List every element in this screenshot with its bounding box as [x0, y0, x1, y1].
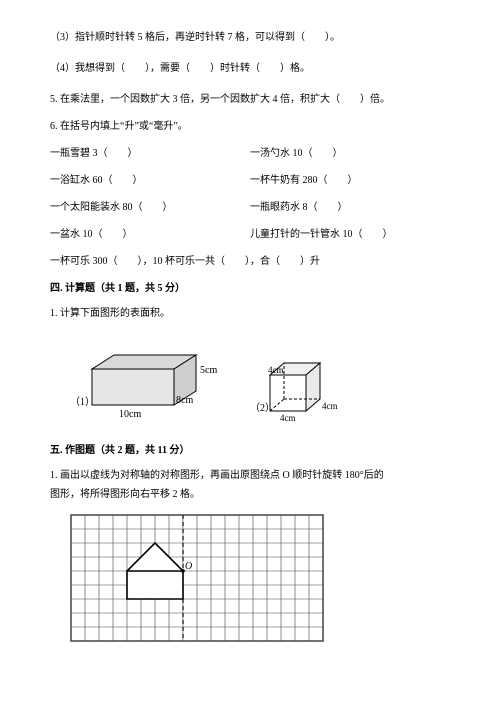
svg-text:4cm: 4cm	[322, 401, 338, 411]
cube-figure: 4cm 4cm 4cm （2）	[250, 345, 350, 425]
fill-pair-row: 一盆水 10（ ）儿童打针的一针管水 10（ ）	[50, 227, 450, 242]
section-4-title: 四. 计算题（共 1 题，共 5 分）	[50, 281, 450, 296]
svg-text:（2）: （2）	[250, 402, 275, 414]
question-3: （3）指针顺时针转 5 格后，再逆时针转 7 格，可以得到（ ）。	[50, 30, 450, 45]
worksheet-page: { "q3": "（3）指针顺时针转 5 格后，再逆时针转 7 格，可以得到（ …	[0, 0, 500, 672]
section-5-q1b: 图形，将所得图形向右平移 2 格。	[50, 487, 450, 502]
svg-text:（1）: （1）	[70, 396, 95, 408]
fill-pair-row: 一个太阳能装水 80（ ）一瓶眼药水 8（ ）	[50, 200, 450, 215]
pair-left: 一浴缸水 60（ ）	[50, 173, 250, 188]
section-4-q1: 1. 计算下面图形的表面积。	[50, 306, 450, 321]
cuboid-figure: 5cm 8cm 10cm （1）	[70, 335, 220, 425]
figures-row: 5cm 8cm 10cm （1） 4cm 4cm 4cm （2）	[70, 335, 450, 425]
fill-pair-row: 一瓶雪碧 3（ ）一汤勺水 10（ ）	[50, 146, 450, 161]
pair-left: 一个太阳能装水 80（ ）	[50, 200, 250, 215]
svg-text:8cm: 8cm	[176, 395, 193, 406]
pair-right: 一瓶眼药水 8（ ）	[250, 200, 450, 215]
pair-right: 一杯牛奶有 280（ ）	[250, 173, 450, 188]
pair-right: 一汤勺水 10（ ）	[250, 146, 450, 161]
question-5: 5. 在乘法里，一个因数扩大 3 倍，另一个因数扩大 4 倍，积扩大（ ）倍。	[50, 92, 450, 107]
pair-right: 儿童打针的一针管水 10（ ）	[250, 227, 450, 242]
svg-text:5cm: 5cm	[200, 365, 217, 376]
svg-text:10cm: 10cm	[119, 409, 141, 420]
section-5-title: 五. 作图题（共 2 题，共 11 分）	[50, 443, 450, 458]
grid-diagram: O	[70, 514, 324, 642]
svg-text:O: O	[185, 561, 192, 572]
pair-left: 一瓶雪碧 3（ ）	[50, 146, 250, 161]
section-5-q1a: 1. 画出以虚线为对称轴的对称图形，再画出原图绕点 O 顺时针旋转 180°后的	[50, 468, 450, 483]
fill-pairs: 一瓶雪碧 3（ ）一汤勺水 10（ ）一浴缸水 60（ ）一杯牛奶有 280（ …	[50, 146, 450, 242]
svg-text:4cm: 4cm	[280, 413, 296, 423]
grid-diagram-wrap: O	[70, 514, 450, 642]
question-6: 6. 在括号内填上“升”或“毫升”。	[50, 119, 450, 134]
figure-2-wrap: 4cm 4cm 4cm （2）	[250, 345, 350, 425]
fill-pair-row: 一浴缸水 60（ ）一杯牛奶有 280（ ）	[50, 173, 450, 188]
cola-line: 一杯可乐 300（ ），10 杯可乐一共（ ），合（ ）升	[50, 254, 450, 269]
question-4: （4）我想得到（ ），需要（ ）时针转（ ）格。	[50, 61, 450, 76]
pair-left: 一盆水 10（ ）	[50, 227, 250, 242]
figure-1-wrap: 5cm 8cm 10cm （1）	[70, 335, 220, 425]
svg-text:4cm: 4cm	[268, 365, 284, 375]
